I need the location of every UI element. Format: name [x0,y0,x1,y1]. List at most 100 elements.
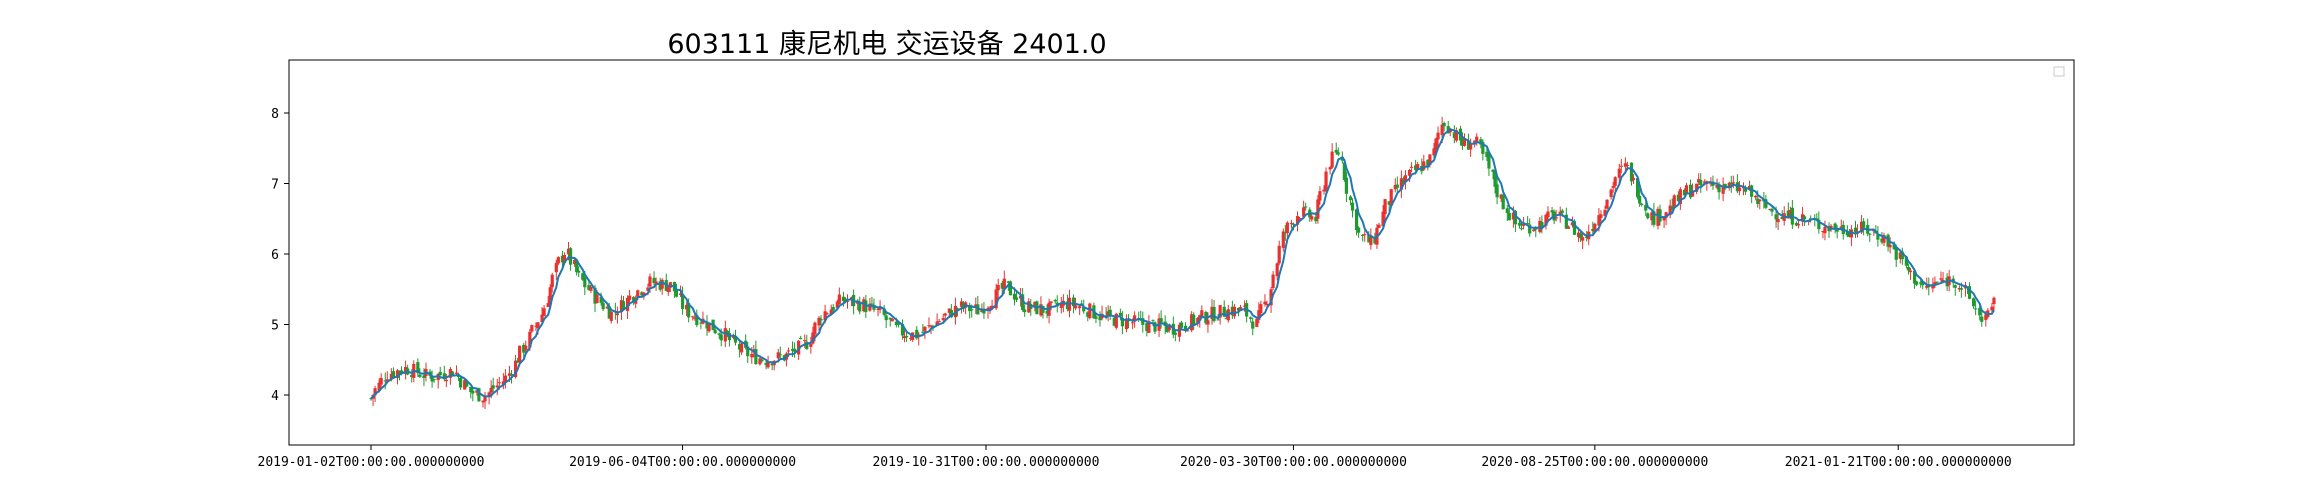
candle-body [1027,301,1031,313]
chart-title: 603111 康尼机电 交运设备 2401.0 [667,29,1107,60]
candle-body [1972,298,1976,307]
candle-body [990,305,994,309]
candle-body [1821,230,1825,232]
candle-body [1800,214,1805,222]
x-axis: 2019-01-02T00:00:00.000000000 2019-06-04T… [258,445,2012,470]
candle-body [1153,322,1157,332]
candle-body [1275,263,1279,277]
candle-body [1927,285,1931,288]
candle-body [733,336,738,343]
candle-body [902,336,907,339]
candle-body [1682,189,1687,196]
y-tick-label: 6 [271,248,279,263]
candle-body [831,307,835,311]
candle-body [373,388,377,396]
candle-body [1446,126,1450,134]
candle-body [1576,232,1581,237]
candle-body [528,331,532,348]
candle-body [1021,294,1025,310]
candle-body [1185,330,1190,332]
candle-body [1179,322,1184,328]
candle-body [1796,224,1801,226]
candle-body [705,321,709,329]
candle-body [509,374,514,376]
candle-body [1668,205,1672,215]
candle-body [1550,210,1554,213]
candle-body [1485,151,1489,158]
candle-body [766,361,770,368]
candle-body [1544,214,1548,226]
candle-body [522,344,526,353]
candle-body [1190,314,1194,331]
candle-body [1403,175,1408,183]
x-tick-label: 2021-01-21T00:00:00.000000000 [1785,455,2012,470]
candle-body [562,255,567,264]
candle-body [501,381,505,385]
candle-body [1978,307,1982,316]
candle-body [422,375,426,378]
candle-body [1126,320,1131,322]
candle-body [868,303,872,311]
candle-body [1591,229,1595,232]
x-tick-label: 2019-01-02T00:00:00.000000000 [258,455,485,470]
candle-body [1487,154,1491,169]
candle-body [786,350,791,352]
candle-body [1780,216,1784,219]
candle-body [778,354,782,356]
candle-body [1566,226,1570,229]
candle-body [1008,281,1013,296]
candle-body [615,313,619,316]
candle-body [837,294,841,304]
candle-body [1578,233,1583,239]
candle-body [1540,222,1544,228]
candle-body [1623,163,1627,167]
candle-body [444,379,448,382]
candle-body [1894,246,1898,260]
candle-body [904,335,909,338]
candle-body [1690,190,1695,197]
candle-body [1198,315,1202,321]
y-tick-label: 5 [271,319,279,334]
candle-body [1670,206,1674,209]
candle-body [587,285,591,290]
candle-body [1334,150,1338,153]
candle-body [542,308,546,317]
candle-body [1892,244,1896,250]
candle-body [1416,164,1420,169]
candle-body [1519,228,1524,230]
candle-body [1271,274,1275,289]
candle-body [646,287,650,291]
candle-body [1257,310,1261,320]
candle-body [1434,138,1438,150]
candle-body [1393,185,1397,190]
candle-body [691,316,695,318]
candle-body [410,374,414,377]
candle-body [1699,179,1703,186]
candle-body [619,300,624,313]
candle-body [1603,209,1607,216]
candle-body [1369,235,1373,246]
candle-body [1141,318,1145,325]
candle-body [1389,189,1393,206]
candle-body [1845,231,1849,236]
candle-body [1367,234,1371,243]
candle-body [819,318,823,321]
candle-body [1242,305,1247,307]
candle-body [1672,195,1676,208]
candle-body [471,390,475,394]
candle-body [949,309,953,318]
candle-body [1086,312,1090,317]
candle-body [1776,219,1780,223]
candle-body [1304,206,1308,208]
candle-body [1729,182,1733,185]
candle-body [636,290,640,298]
candle-body [524,345,528,351]
candle-body [648,276,652,287]
candle-body [497,382,501,384]
candle-body [955,308,960,310]
candle-body [1428,154,1432,166]
candle-body [1835,229,1839,232]
candle-body [1297,217,1302,219]
candle-body [746,346,750,357]
candle-body [1277,245,1281,264]
